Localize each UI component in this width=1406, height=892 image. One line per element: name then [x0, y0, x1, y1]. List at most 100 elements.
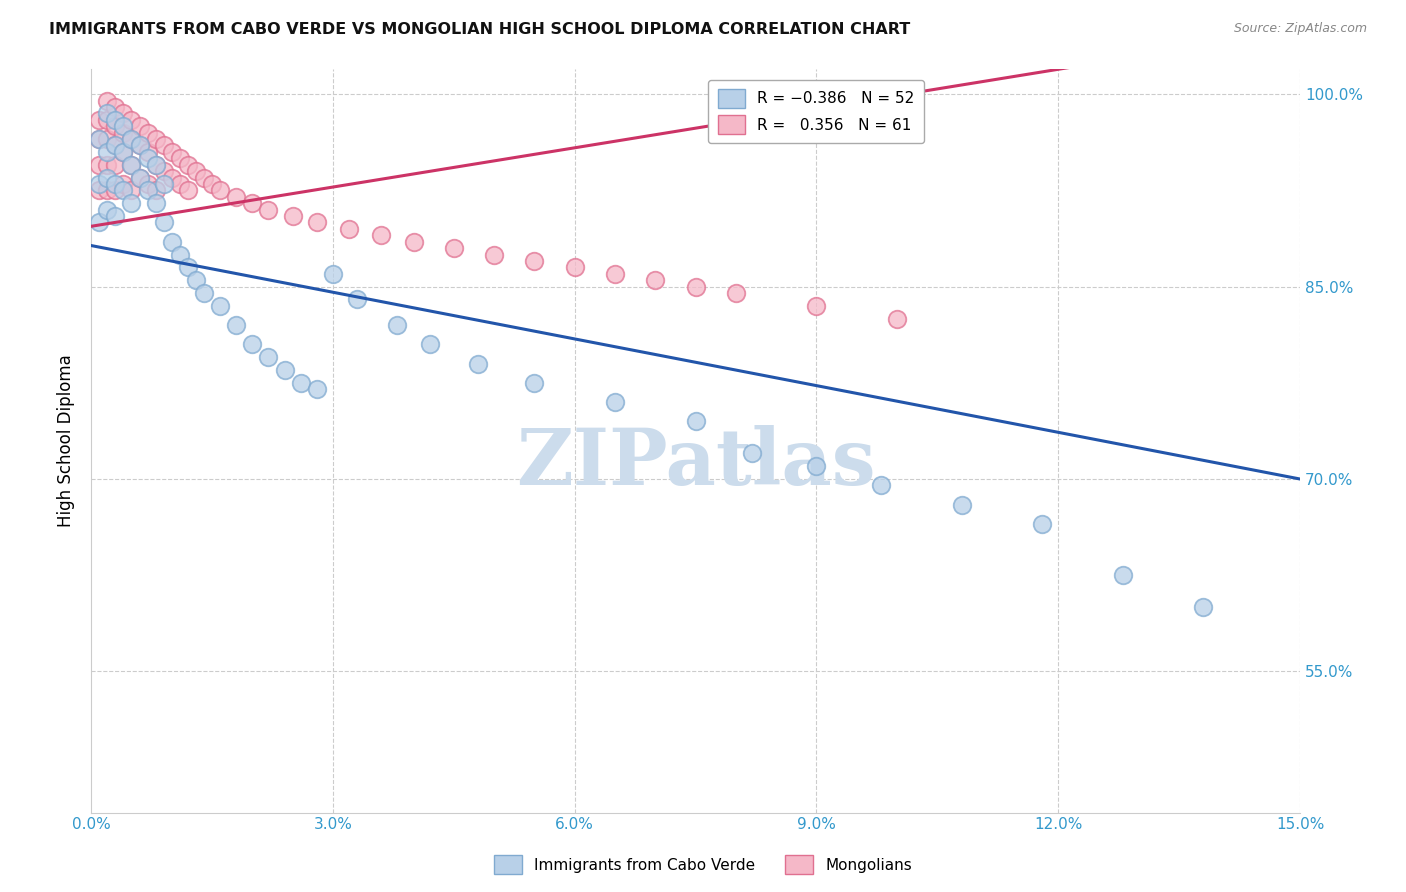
Point	[128, 170, 150, 185]
Point	[104, 112, 127, 127]
Point	[685, 279, 707, 293]
Point	[886, 311, 908, 326]
Point	[89, 177, 111, 191]
Point	[685, 414, 707, 428]
Point	[273, 363, 295, 377]
Point	[112, 120, 135, 134]
Point	[160, 170, 183, 185]
Point	[443, 241, 465, 255]
Text: ZIPatlas: ZIPatlas	[516, 425, 876, 500]
Point	[169, 151, 191, 165]
Point	[193, 285, 215, 300]
Point	[120, 158, 142, 172]
Point	[136, 183, 159, 197]
Point	[128, 138, 150, 153]
Y-axis label: High School Diploma: High School Diploma	[58, 354, 75, 527]
Point	[950, 498, 973, 512]
Point	[89, 215, 111, 229]
Point	[419, 337, 441, 351]
Point	[322, 267, 344, 281]
Point	[136, 145, 159, 159]
Point	[152, 164, 174, 178]
Point	[152, 177, 174, 191]
Point	[257, 350, 280, 364]
Point	[145, 158, 167, 172]
Point	[209, 299, 232, 313]
Point	[523, 376, 546, 390]
Point	[96, 106, 118, 120]
Point	[96, 112, 118, 127]
Text: IMMIGRANTS FROM CABO VERDE VS MONGOLIAN HIGH SCHOOL DIPLOMA CORRELATION CHART: IMMIGRANTS FROM CABO VERDE VS MONGOLIAN …	[49, 22, 911, 37]
Point	[644, 273, 666, 287]
Point	[169, 247, 191, 261]
Point	[290, 376, 312, 390]
Point	[96, 158, 118, 172]
Legend: Immigrants from Cabo Verde, Mongolians: Immigrants from Cabo Verde, Mongolians	[488, 849, 918, 880]
Point	[201, 177, 224, 191]
Point	[603, 395, 626, 409]
Point	[281, 209, 304, 223]
Point	[482, 247, 505, 261]
Point	[96, 202, 118, 217]
Point	[112, 183, 135, 197]
Point	[112, 145, 135, 159]
Point	[96, 170, 118, 185]
Point	[724, 285, 747, 300]
Point	[564, 260, 586, 275]
Point	[112, 126, 135, 140]
Point	[346, 293, 368, 307]
Point	[1031, 516, 1053, 531]
Point	[145, 158, 167, 172]
Point	[225, 318, 247, 332]
Point	[89, 158, 111, 172]
Point	[136, 126, 159, 140]
Point	[160, 145, 183, 159]
Point	[104, 183, 127, 197]
Point	[177, 183, 200, 197]
Point	[806, 459, 828, 474]
Point	[128, 170, 150, 185]
Point	[1112, 568, 1135, 582]
Point	[152, 138, 174, 153]
Point	[89, 132, 111, 146]
Point	[112, 106, 135, 120]
Point	[89, 112, 111, 127]
Point	[184, 164, 207, 178]
Point	[387, 318, 409, 332]
Point	[96, 183, 118, 197]
Point	[402, 235, 425, 249]
Point	[89, 132, 111, 146]
Point	[240, 337, 263, 351]
Point	[337, 222, 360, 236]
Point	[523, 254, 546, 268]
Point	[128, 120, 150, 134]
Point	[240, 196, 263, 211]
Text: Source: ZipAtlas.com: Source: ZipAtlas.com	[1233, 22, 1367, 36]
Point	[96, 132, 118, 146]
Point	[120, 132, 142, 146]
Point	[305, 215, 328, 229]
Point	[96, 94, 118, 108]
Point	[120, 183, 142, 197]
Point	[104, 209, 127, 223]
Point	[96, 145, 118, 159]
Point	[145, 132, 167, 146]
Point	[169, 177, 191, 191]
Point	[104, 177, 127, 191]
Point	[145, 196, 167, 211]
Point	[104, 100, 127, 114]
Point	[467, 357, 489, 371]
Point	[145, 183, 167, 197]
Point	[177, 158, 200, 172]
Point	[741, 446, 763, 460]
Point	[160, 235, 183, 249]
Point	[257, 202, 280, 217]
Point	[104, 138, 127, 153]
Point	[209, 183, 232, 197]
Point	[177, 260, 200, 275]
Point	[104, 120, 127, 134]
Point	[305, 382, 328, 396]
Point	[89, 183, 111, 197]
Point	[806, 299, 828, 313]
Point	[120, 132, 142, 146]
